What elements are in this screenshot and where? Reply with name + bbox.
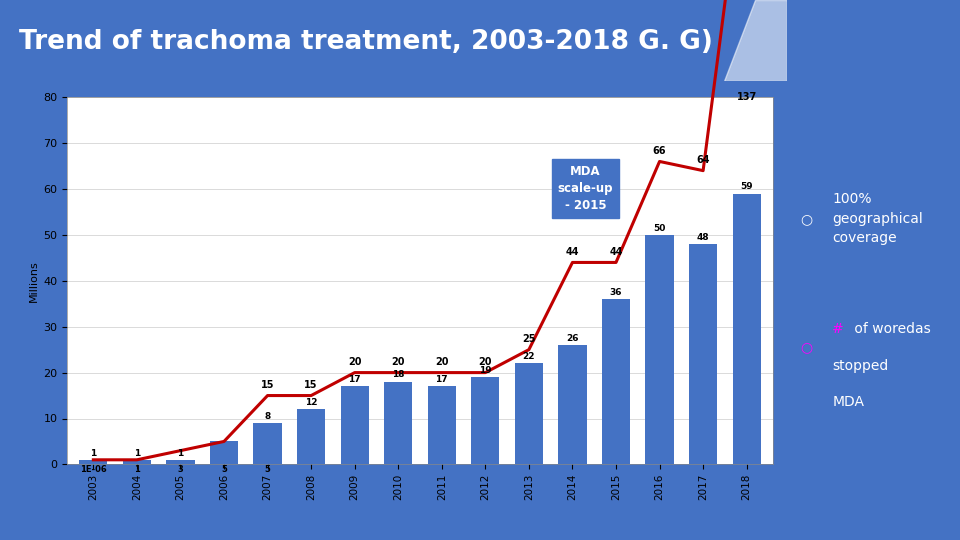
Text: MDA: MDA: [832, 395, 864, 409]
Text: 1: 1: [134, 465, 140, 474]
Text: 20: 20: [348, 357, 361, 367]
Text: 12: 12: [305, 398, 318, 407]
Bar: [515, 363, 543, 464]
Bar: [559, 345, 587, 464]
Text: 5: 5: [221, 465, 227, 474]
Bar: [602, 299, 630, 464]
Text: 20: 20: [392, 357, 405, 367]
Text: 22: 22: [522, 352, 535, 361]
Text: 100%
geographical
coverage: 100% geographical coverage: [832, 192, 923, 245]
Bar: [79, 460, 108, 464]
Text: 66: 66: [653, 146, 666, 156]
Bar: [689, 244, 717, 464]
Text: 1: 1: [90, 449, 96, 457]
Text: 36: 36: [610, 288, 622, 297]
Text: Trend of trachoma treatment, 2003-2018 G. G): Trend of trachoma treatment, 2003-2018 G…: [19, 29, 713, 55]
Bar: [166, 460, 195, 464]
Text: 59: 59: [740, 183, 753, 191]
Bar: [645, 235, 674, 464]
Text: MDA
scale-up
- 2015: MDA scale-up - 2015: [558, 165, 613, 212]
Text: 50: 50: [654, 224, 665, 233]
Text: 26: 26: [566, 334, 579, 343]
Bar: [341, 387, 369, 464]
Polygon shape: [724, 0, 787, 81]
Text: 3: 3: [178, 465, 183, 474]
Bar: [253, 423, 281, 464]
Text: 1E-06: 1E-06: [80, 465, 107, 474]
Text: 18: 18: [392, 370, 404, 380]
Text: 44: 44: [610, 247, 623, 257]
Bar: [297, 409, 325, 464]
Bar: [427, 387, 456, 464]
Text: stopped: stopped: [832, 359, 888, 373]
Text: 44: 44: [565, 247, 579, 257]
Bar: [384, 382, 413, 464]
Text: 15: 15: [261, 380, 275, 390]
Text: 20: 20: [435, 357, 448, 367]
Text: #: #: [832, 322, 844, 336]
Text: 20: 20: [479, 357, 492, 367]
Text: 48: 48: [697, 233, 709, 242]
Bar: [732, 193, 761, 464]
Text: 17: 17: [436, 375, 448, 384]
Text: 137: 137: [736, 92, 756, 102]
Text: 15: 15: [304, 380, 318, 390]
Text: ○: ○: [800, 212, 812, 226]
Text: of woredas: of woredas: [850, 322, 930, 336]
Text: 25: 25: [522, 334, 536, 344]
Text: 1: 1: [133, 449, 140, 457]
Text: 5: 5: [265, 465, 271, 474]
Text: 1: 1: [178, 449, 183, 457]
Bar: [123, 460, 151, 464]
Text: 17: 17: [348, 375, 361, 384]
Text: 19: 19: [479, 366, 492, 375]
Text: ○: ○: [800, 340, 812, 354]
Y-axis label: Millions: Millions: [29, 260, 39, 302]
Text: 8: 8: [264, 412, 271, 421]
Bar: [471, 377, 499, 464]
Bar: [210, 442, 238, 464]
Text: 64: 64: [696, 155, 709, 165]
